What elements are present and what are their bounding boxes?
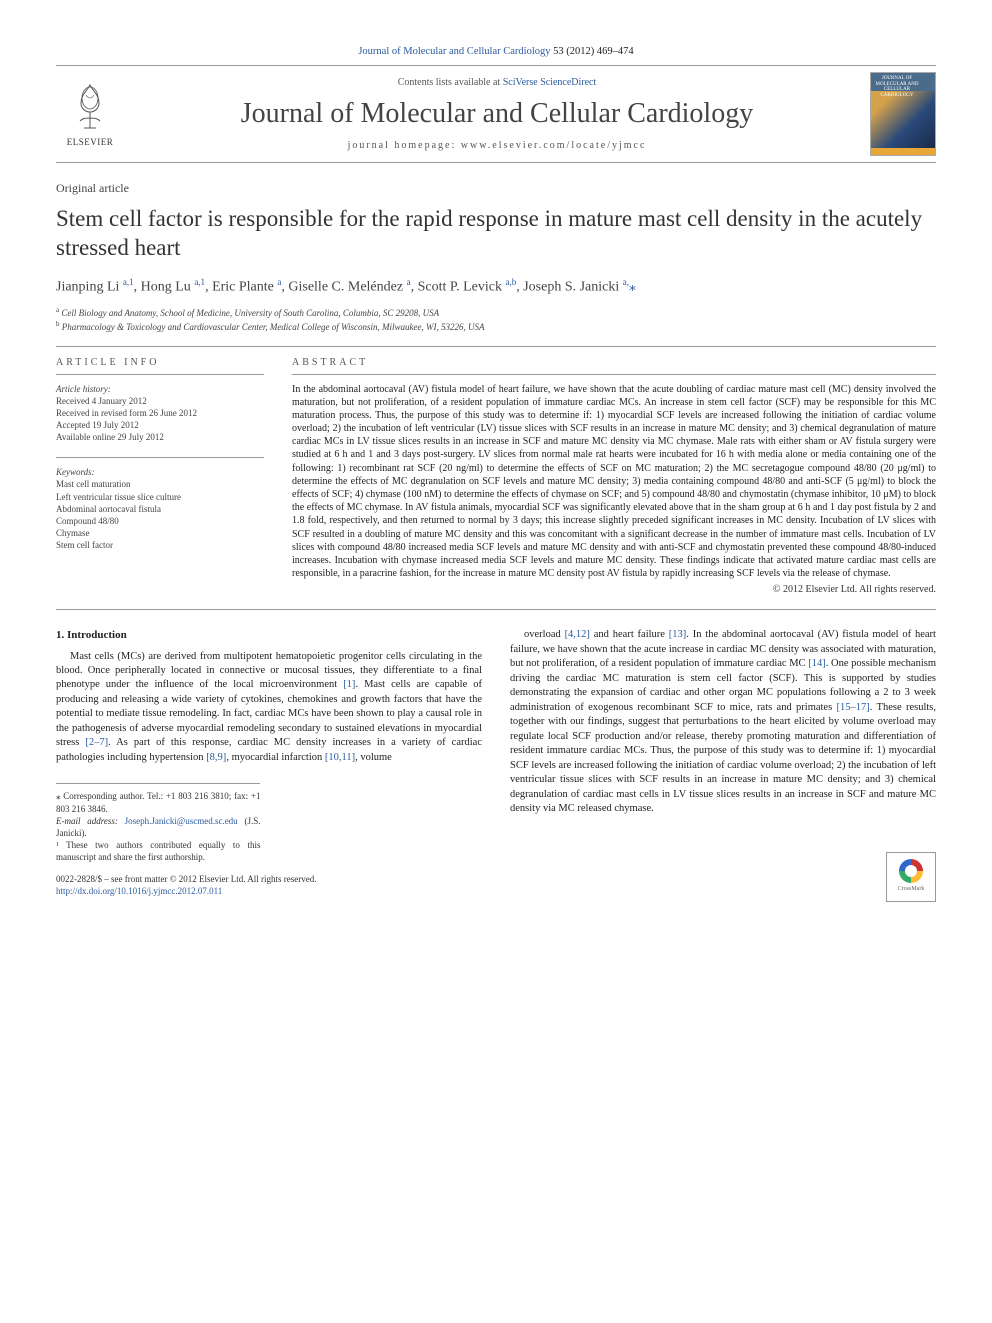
affiliation: b Pharmacology & Toxicology and Cardiova… — [56, 320, 936, 332]
citation-ref[interactable]: [4,12] — [565, 629, 590, 640]
body-column-left: 1. Introduction Mast cells (MCs) are der… — [56, 628, 482, 897]
crossmark-icon — [899, 859, 923, 883]
citation-ref[interactable]: [1] — [343, 679, 355, 690]
sciencedirect-link[interactable]: SciVerse ScienceDirect — [503, 77, 597, 88]
journal-homepage-line: journal homepage: www.elsevier.com/locat… — [124, 140, 870, 151]
journal-cover-thumbnail: JOURNAL OF MOLECULAR AND CELLULAR CARDIO… — [870, 72, 936, 156]
citation-ref[interactable]: [15–17] — [837, 702, 870, 713]
copyright-doi-block: 0022-2828/$ – see front matter © 2012 El… — [56, 873, 482, 897]
citation-ref[interactable]: [2–7] — [85, 737, 108, 748]
citation-ref[interactable]: [14] — [808, 658, 826, 669]
doi-link[interactable]: http://dx.doi.org/10.1016/j.yjmcc.2012.0… — [56, 886, 222, 896]
body-column-right: overload [4,12] and heart failure [13]. … — [510, 628, 936, 897]
crossmark-badge[interactable]: CrossMark — [886, 852, 936, 902]
abstract-text: In the abdominal aortocaval (AV) fistula… — [292, 383, 936, 581]
citation-ref[interactable]: [10,11] — [325, 752, 355, 763]
section-heading-intro: 1. Introduction — [56, 628, 482, 643]
footnotes: ⁎ Corresponding author. Tel.: +1 803 216… — [56, 783, 260, 863]
publisher-name: ELSEVIER — [67, 137, 114, 147]
article-type: Original article — [56, 181, 936, 196]
article-info-heading: ARTICLE INFO — [56, 357, 264, 368]
article-history: Article history: Received 4 January 2012… — [56, 383, 264, 444]
corresponding-author-note: ⁎ Corresponding author. Tel.: +1 803 216… — [56, 790, 260, 814]
contents-available-line: Contents lists available at SciVerse Sci… — [124, 77, 870, 88]
journal-citation-top: Journal of Molecular and Cellular Cardio… — [56, 46, 936, 57]
citation-ref[interactable]: [8,9] — [206, 752, 226, 763]
journal-homepage-url[interactable]: www.elsevier.com/locate/yjmcc — [461, 140, 647, 151]
email-line: E-mail address: Joseph.Janicki@uscmed.sc… — [56, 815, 260, 839]
shared-authorship-note: ¹ These two authors contributed equally … — [56, 839, 260, 863]
journal-header: ELSEVIER Contents lists available at Sci… — [56, 65, 936, 163]
publisher-logo-block: ELSEVIER — [56, 81, 124, 147]
abstract-heading: ABSTRACT — [292, 357, 936, 368]
abstract-copyright: © 2012 Elsevier Ltd. All rights reserved… — [292, 584, 936, 595]
journal-link[interactable]: Journal of Molecular and Cellular Cardio… — [358, 46, 550, 57]
journal-name: Journal of Molecular and Cellular Cardio… — [124, 98, 870, 130]
author-list: Jianping Li a,1, Hong Lu a,1, Eric Plant… — [56, 277, 936, 296]
keywords-block: Keywords: Mast cell maturationLeft ventr… — [56, 466, 264, 551]
corresponding-email-link[interactable]: Joseph.Janicki@uscmed.sc.edu — [125, 816, 238, 826]
section-rule — [56, 346, 936, 347]
article-title: Stem cell factor is responsible for the … — [56, 204, 936, 263]
citation-ref[interactable]: [13] — [669, 629, 687, 640]
elsevier-tree-icon — [66, 81, 114, 135]
affiliation: a Cell Biology and Anatomy, School of Me… — [56, 306, 936, 318]
